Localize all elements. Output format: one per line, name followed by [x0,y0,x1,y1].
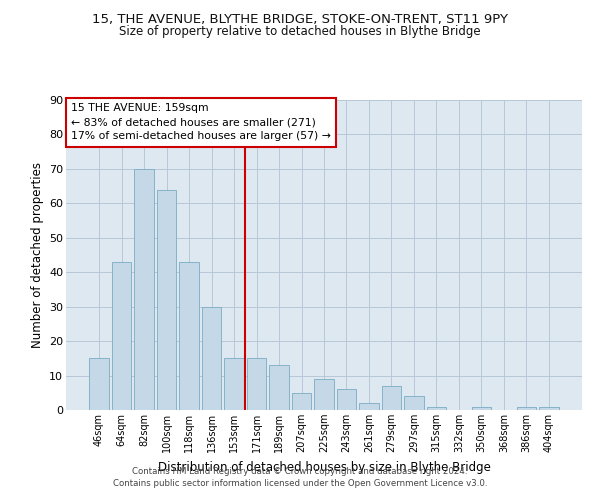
Bar [224,358,244,410]
Bar [89,358,109,410]
Bar [269,365,289,410]
Bar [247,358,266,410]
Bar [134,169,154,410]
Bar [337,390,356,410]
Bar [112,262,131,410]
Y-axis label: Number of detached properties: Number of detached properties [31,162,44,348]
Bar [427,406,446,410]
Bar [539,406,559,410]
Bar [404,396,424,410]
Text: Size of property relative to detached houses in Blythe Bridge: Size of property relative to detached ho… [119,25,481,38]
Bar [202,306,221,410]
Bar [292,393,311,410]
Bar [472,406,491,410]
Bar [517,406,536,410]
Text: 15 THE AVENUE: 159sqm
← 83% of detached houses are smaller (271)
17% of semi-det: 15 THE AVENUE: 159sqm ← 83% of detached … [71,103,331,141]
Bar [359,403,379,410]
X-axis label: Distribution of detached houses by size in Blythe Bridge: Distribution of detached houses by size … [158,460,490,473]
Bar [314,379,334,410]
Text: 15, THE AVENUE, BLYTHE BRIDGE, STOKE-ON-TRENT, ST11 9PY: 15, THE AVENUE, BLYTHE BRIDGE, STOKE-ON-… [92,12,508,26]
Text: Contains HM Land Registry data © Crown copyright and database right 2024.
Contai: Contains HM Land Registry data © Crown c… [113,466,487,487]
Bar [157,190,176,410]
Bar [382,386,401,410]
Bar [179,262,199,410]
